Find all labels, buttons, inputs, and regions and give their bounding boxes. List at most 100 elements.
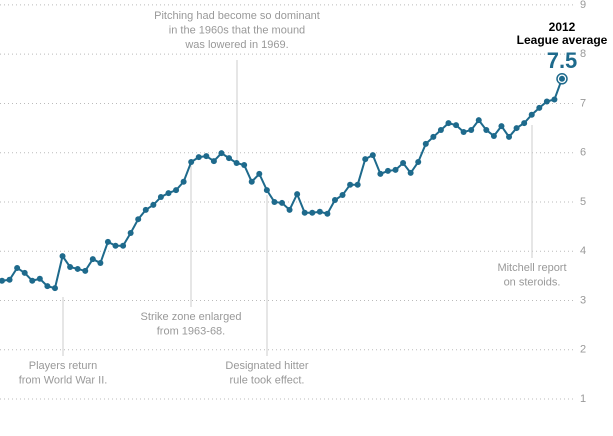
point [0, 277, 5, 284]
point [165, 190, 172, 197]
y-tick-label: 4 [580, 245, 586, 257]
point [203, 153, 210, 160]
y-tick-label: 6 [580, 147, 586, 159]
y-tick-label: 5 [580, 196, 586, 208]
point [490, 132, 497, 139]
point [241, 162, 248, 169]
point [59, 253, 66, 260]
point [97, 260, 104, 267]
point [173, 187, 180, 194]
point [6, 276, 13, 283]
point [468, 127, 475, 134]
point [536, 104, 543, 111]
point [248, 178, 255, 185]
point [44, 283, 51, 290]
y-tick-label: 1 [580, 393, 586, 405]
annotation: from 1963-68. [157, 325, 225, 337]
annotation: Players return [29, 360, 97, 372]
point [347, 181, 354, 188]
point [157, 194, 164, 201]
annotation: Mitchell report [497, 262, 566, 274]
point [51, 285, 58, 292]
point [430, 133, 437, 140]
annotation: rule took effect. [229, 374, 304, 386]
point [521, 120, 528, 127]
point [104, 238, 111, 245]
annotation: Strike zone enlarged [141, 311, 242, 323]
point [112, 242, 119, 249]
point [256, 170, 263, 177]
y-tick-label: 3 [580, 294, 586, 306]
point [36, 275, 43, 282]
point [233, 160, 240, 167]
annotation: in the 1960s that the mound [169, 24, 305, 36]
point [331, 196, 338, 203]
point [437, 127, 444, 134]
point [483, 127, 490, 134]
x-label: 2012 [549, 20, 576, 34]
point [392, 166, 399, 173]
y-tick-label: 7 [580, 97, 586, 109]
y-tick-label: 9 [580, 0, 586, 11]
y-tick-label: 8 [580, 48, 586, 60]
point [14, 264, 21, 271]
point [226, 155, 233, 162]
value-label: 7.5 [547, 48, 578, 73]
point [271, 198, 278, 205]
point [559, 75, 565, 82]
point [21, 269, 28, 276]
point [407, 169, 414, 176]
point [309, 209, 316, 216]
point [460, 129, 467, 136]
point [316, 208, 323, 215]
point [354, 181, 361, 188]
point [188, 159, 195, 166]
point [377, 170, 384, 177]
legend-label: League average [517, 33, 608, 47]
point [180, 178, 187, 185]
point [82, 267, 89, 274]
series-line [1, 78, 563, 290]
point [384, 167, 391, 174]
point [506, 133, 513, 140]
point [29, 277, 36, 284]
point [362, 156, 369, 163]
annotation: Pitching had become so dominant [154, 10, 320, 22]
point [528, 111, 535, 118]
annotation: from World War II. [19, 374, 108, 386]
annotation: was lowered in 1969. [184, 39, 288, 51]
point [127, 229, 134, 236]
point [135, 216, 142, 223]
point [150, 201, 157, 208]
point [301, 209, 308, 216]
point [400, 160, 407, 167]
point [543, 98, 550, 105]
point [210, 158, 217, 165]
point [120, 242, 127, 249]
point [475, 117, 482, 124]
point [498, 123, 505, 130]
point [339, 192, 346, 199]
point [67, 263, 74, 270]
point [89, 256, 96, 263]
point [551, 96, 558, 103]
y-tick-label: 2 [580, 344, 586, 356]
point [195, 154, 202, 161]
point [415, 159, 422, 166]
point [286, 206, 293, 213]
point [513, 125, 520, 132]
point [369, 152, 376, 159]
point [218, 150, 225, 157]
point [74, 265, 81, 272]
point [422, 140, 429, 147]
point [279, 199, 285, 206]
point [453, 122, 460, 129]
point [263, 187, 270, 194]
point [294, 191, 301, 198]
point [445, 120, 452, 127]
point [142, 206, 149, 213]
annotation: Designated hitter [225, 360, 308, 372]
annotation: on steroids. [504, 276, 561, 288]
point [324, 210, 331, 217]
